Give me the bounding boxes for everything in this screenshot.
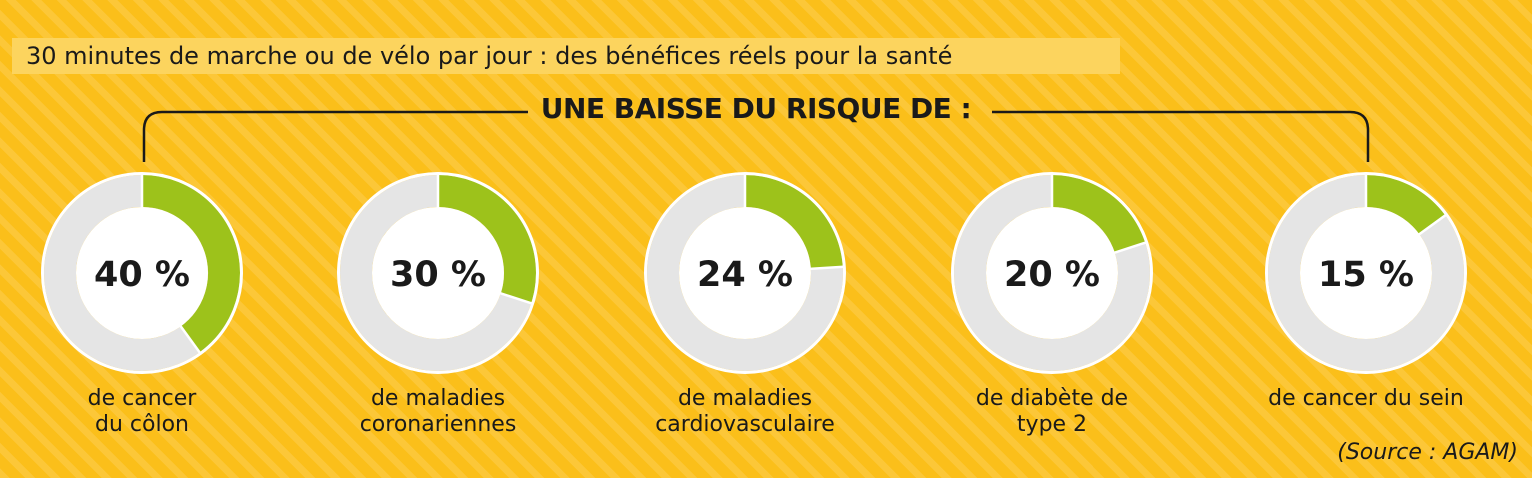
donut-value-label: 24 %: [697, 255, 793, 295]
donut-value-arc: [437, 175, 536, 304]
donut-value-label: 40 %: [94, 255, 190, 295]
category-label: de diabète de type 2: [902, 386, 1202, 438]
donut-center: [372, 207, 504, 339]
donut-separator: [1417, 213, 1447, 236]
donut-center: [986, 207, 1118, 339]
donut-value-label: 20 %: [1004, 255, 1100, 295]
category-label: de maladies coronariennes: [288, 386, 588, 438]
donut-value-label: 30 %: [390, 255, 486, 295]
category-label-line: de maladies: [370, 386, 506, 411]
category-label: de cancer du sein: [1216, 386, 1516, 412]
category-label-line: de maladies: [677, 386, 813, 411]
donut-group: 40 % 30 % 24 % 20 % 15 %: [41, 172, 1467, 374]
donut-value-arc: [141, 175, 240, 353]
category-label: de cancer du côlon: [0, 386, 292, 438]
donut-center: [679, 207, 811, 339]
category-label-line: cardiovasculaire: [655, 412, 835, 437]
donut-rim: [41, 172, 243, 374]
donut-center: [1300, 207, 1432, 339]
page-title: 30 minutes de marche ou de vélo par jour…: [12, 38, 1120, 74]
donut-rim: [337, 172, 539, 374]
category-label-line: du côlon: [95, 412, 189, 437]
donut-rim: [644, 172, 846, 374]
category-label: de maladies cardiovasculaire: [595, 386, 895, 438]
donut-1: 40 %: [41, 172, 243, 374]
donut-separator: [179, 324, 202, 354]
donut-rim: [951, 172, 1153, 374]
donut-5: 15 %: [1265, 172, 1467, 374]
category-label-line: de diabète de: [975, 386, 1129, 411]
category-label-line: de cancer: [87, 386, 197, 411]
donut-center: [76, 207, 208, 339]
category-label-line: type 2: [1016, 412, 1088, 437]
donut-rim: [1265, 172, 1467, 374]
donut-value-label: 15 %: [1318, 255, 1414, 295]
donut-3: 24 %: [644, 172, 846, 374]
donut-4: 20 %: [951, 172, 1153, 374]
section-heading: UNE BAISSE DU RISQUE DE :: [540, 92, 972, 125]
donut-value-arc: [1051, 175, 1146, 254]
bracket-line: [142, 110, 1370, 162]
category-label-line: de cancer du sein: [1268, 386, 1464, 411]
donut-value-arc: [744, 175, 843, 270]
category-label-line: coronariennes: [359, 412, 517, 437]
donut-value-arc: [1365, 175, 1446, 235]
donut-separator: [499, 291, 533, 305]
donut-2: 30 %: [337, 172, 539, 374]
donut-separator: [809, 265, 844, 271]
source-note: (Source : AGAM): [1337, 440, 1518, 465]
page-title-text: 30 minutes de marche ou de vélo par jour…: [26, 42, 953, 70]
donut-separator: [1113, 241, 1147, 255]
